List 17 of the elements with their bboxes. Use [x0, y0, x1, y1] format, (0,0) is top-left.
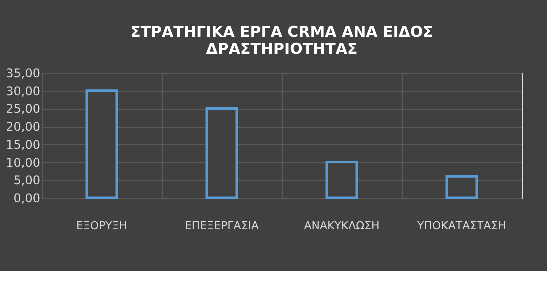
- x-tick-label: ΥΠΟΚΑΤΑΣΤΑΣΗ: [416, 220, 507, 232]
- y-tick-label: 25,00: [6, 102, 40, 116]
- chart-title: ΣΤΡΑΤΗΓΙΚΑ ΕΡΓΑ CRMA ΑΝΑ ΕΙΔΟΣ ΔΡΑΣΤΗΡΙΟΤΗΤΑΣ: [130, 23, 434, 58]
- y-tick-label: 10,00: [6, 156, 40, 170]
- y-tick-label: 35,00: [6, 66, 40, 80]
- y-tick-label: 0,00: [14, 192, 40, 206]
- x-tick-label: ΑΝΑΚΥΚΛΩΣΗ: [304, 220, 380, 232]
- x-tick-label: ΕΞΟΡΥΞΗ: [76, 220, 128, 232]
- y-tick-label: 20,00: [6, 120, 40, 134]
- y-tick-label: 5,00: [14, 174, 40, 188]
- y-tick-label: 15,00: [6, 138, 40, 152]
- x-tick-label: ΕΠΕΞΕΡΓΑΣΙΑ: [184, 220, 260, 232]
- bar: [86, 90, 118, 200]
- bar: [326, 161, 358, 200]
- bar: [446, 175, 478, 200]
- y-tick-label: 30,00: [6, 84, 40, 98]
- bar: [206, 107, 238, 200]
